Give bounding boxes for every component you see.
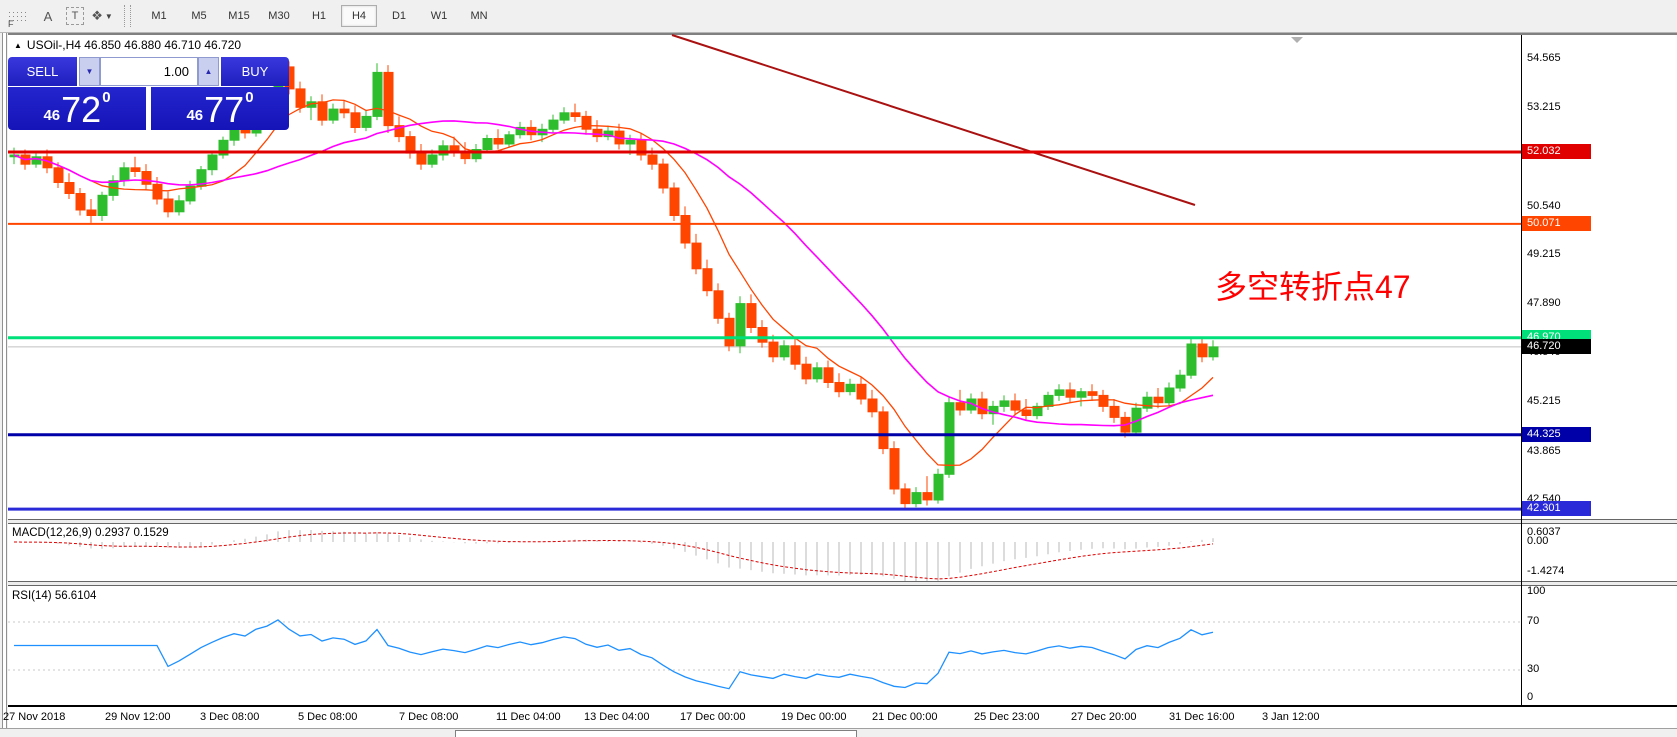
time-tick: 17 Dec 00:00 [680,711,746,723]
macd-label: MACD(12,26,9) 0.2937 0.1529 [12,527,169,539]
label-a-icon[interactable]: A [43,8,53,24]
rsi-tick: 70 [1527,615,1540,627]
expand-triangle-icon[interactable]: ▲ [14,40,22,50]
time-tick: 7 Dec 08:00 [399,711,459,723]
panel-separator[interactable] [8,519,1677,524]
rsi-tick: 30 [1527,663,1540,675]
time-tick: 31 Dec 16:00 [1169,711,1235,723]
scroll-end-triangle-icon [1291,37,1303,43]
timeframe-m30-button[interactable]: M30 [268,10,290,22]
price-tick: 50.540 [1527,200,1561,212]
sell-price-small: 46 [43,107,61,124]
timeframe-m1-button[interactable]: M1 [151,10,167,22]
timeframe-m5-button[interactable]: M5 [191,10,207,22]
timeframe-mn-button[interactable]: MN [470,10,488,22]
chart-title: ▲ USOil-,H4 46.850 46.880 46.710 46.720 [14,38,241,52]
rsi-label: RSI(14) 56.6104 [12,590,97,602]
chevron-down-icon: ▼ [104,11,113,21]
buy-price-small: 46 [186,107,204,124]
level-price-flag: 44.325 [1522,427,1591,442]
shapes-icon[interactable]: ❖ ▼ [91,8,113,23]
time-tick: 21 Dec 00:00 [872,711,938,723]
trend-annotation-text: 多空转折点47 [1215,269,1411,305]
volume-down-button[interactable]: ▼ [79,57,100,86]
time-tick: 3 Dec 08:00 [200,711,260,723]
timeframe-h1-button[interactable]: H1 [311,10,327,22]
volume-input[interactable] [100,57,198,86]
price-tick: 45.215 [1527,395,1561,407]
sell-price-big: 72 [61,89,102,130]
text-box-icon[interactable]: T [66,7,84,25]
buy-price-sup: 0 [245,89,254,106]
rsi-tick: 100 [1527,585,1546,597]
bottom-quick-box[interactable] [455,730,857,737]
price-tick: 47.890 [1527,297,1561,309]
time-axis-line [8,705,1677,707]
time-tick: 27 Nov 2018 [3,711,66,723]
price-tick: 49.215 [1527,248,1561,260]
level-price-flag: 42.301 [1522,501,1591,516]
timeframe-m15-button[interactable]: M15 [228,10,250,22]
price-axis-line [1521,35,1522,705]
time-tick: 25 Dec 23:00 [974,711,1040,723]
time-tick: 13 Dec 04:00 [584,711,650,723]
current-price-flag: 46.720 [1522,339,1591,354]
one-click-trade-panel: SELL ▼ ▲ BUY 46 72 0 46 77 0 [8,57,289,130]
triangle-up-icon: ▲ [204,67,213,76]
sell-button[interactable]: SELL [8,57,77,86]
indicator-grid-icon[interactable]: ····· ····· ····· F [8,7,28,29]
macd-tick: -1.4274 [1527,565,1565,577]
buy-price-big: 77 [204,89,245,130]
triangle-down-icon: ▼ [85,67,94,76]
macd-tick: 0.6037 [1527,526,1561,538]
toolbar-grip[interactable] [124,5,131,27]
price-tick: 54.565 [1527,52,1561,64]
timeframe-w1-button[interactable]: W1 [430,10,448,22]
level-price-flag: 50.071 [1522,216,1591,231]
timeframe-h4-button[interactable]: H4 [341,5,377,27]
toolbar: ····· ····· ····· F A T ❖ ▼ M1 M5 M15 M30 H1 H4 D1… [0,0,1677,33]
symbol-ohlc-text: USOil-,H4 46.850 46.880 46.710 46.720 [26,38,242,52]
window-left-frame [0,33,8,737]
bottom-status-strip [0,728,1677,737]
level-price-flag: 52.032 [1522,144,1591,159]
rsi-tick: 0 [1527,691,1534,703]
macd-tick: 0.00 [1527,535,1549,547]
time-tick: 11 Dec 04:00 [496,711,561,723]
sell-price-sup: 0 [102,89,111,106]
panel-separator[interactable] [8,581,1677,586]
time-tick: 5 Dec 08:00 [298,711,358,723]
time-tick: 27 Dec 20:00 [1071,711,1137,723]
price-tick: 53.215 [1527,101,1561,113]
timeframe-bar: M1 M5 M15 M30 H1 H4 D1 W1 MN [139,5,499,27]
sell-price-display[interactable]: 46 72 0 [8,87,146,130]
time-tick: 3 Jan 12:00 [1262,711,1320,723]
buy-button[interactable]: BUY [221,57,289,86]
buy-price-display[interactable]: 46 77 0 [151,87,289,130]
time-tick: 29 Nov 12:00 [105,711,171,723]
time-tick: 19 Dec 00:00 [781,711,847,723]
timeframe-d1-button[interactable]: D1 [391,10,407,22]
volume-up-button[interactable]: ▲ [198,57,219,86]
price-tick: 43.865 [1527,445,1561,457]
